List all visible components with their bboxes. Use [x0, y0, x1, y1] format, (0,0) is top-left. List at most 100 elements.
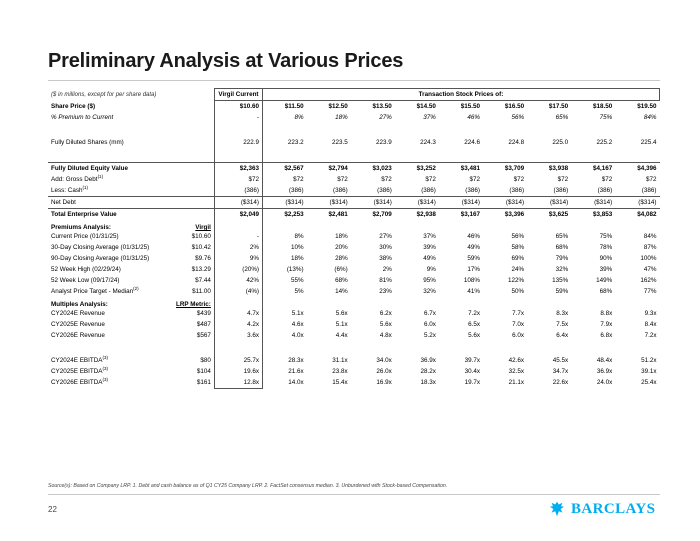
- reference-value: $10.42: [191, 244, 211, 251]
- spacer-cell: [483, 123, 527, 137]
- transaction-value: 23%: [379, 288, 392, 295]
- row-label: Share Price ($): [48, 101, 214, 113]
- table-row: CY2025E EBITDA(3) $104 19.6x 21.6x 23.8x 26.0…: [48, 366, 660, 377]
- transaction-value: ($314): [571, 196, 616, 209]
- transaction-value: 20%: [335, 244, 348, 251]
- transaction-value: ($314): [482, 196, 528, 209]
- section-side-heading: Virgil: [195, 224, 211, 231]
- transaction-value: 39%: [423, 244, 436, 251]
- spacer-cell: [527, 148, 571, 163]
- transaction-value: 5.6x: [335, 310, 348, 317]
- reference-value: $9.76: [195, 255, 211, 262]
- transaction-value: 162%: [640, 277, 657, 284]
- transaction-value: (386): [509, 187, 525, 194]
- reference-value: $7.44: [195, 277, 211, 284]
- transaction-value: 6.8x: [600, 332, 613, 339]
- header-spacer: [571, 297, 615, 308]
- transaction-value: 14%: [335, 288, 348, 295]
- transaction-value: 5%: [294, 288, 304, 295]
- transaction-value: 7.5x: [556, 321, 569, 328]
- header-spacer: [351, 297, 395, 308]
- analysis-table: ($ in millions, except for per share dat…: [48, 88, 660, 389]
- row-label: Fully Diluted Shares (mm): [48, 137, 214, 148]
- transaction-value: $3,252: [394, 162, 439, 174]
- transaction-value: 28.3x: [288, 357, 304, 364]
- spacer-cell: [395, 148, 439, 163]
- spacer-cell: [307, 148, 351, 163]
- current-value: 19.6x: [213, 366, 264, 377]
- eagle-icon: [549, 501, 565, 517]
- spacer-cell: [439, 341, 483, 355]
- row-label-text: 90-Day Closing Average (01/31/25): [51, 255, 150, 262]
- spacer-cell: [48, 341, 166, 355]
- transaction-value: $18.50: [593, 103, 613, 110]
- current-value: $72: [213, 174, 264, 185]
- current-value: -: [213, 112, 264, 123]
- transaction-value: 30%: [379, 244, 392, 251]
- transaction-prices-header: Transaction Stock Prices of:: [262, 88, 660, 101]
- transaction-value: $4,396: [615, 162, 660, 174]
- table-row: CY2024E EBITDA(3) $80 25.7x 28.3x 31.1x 34.0x…: [48, 355, 660, 366]
- transaction-value: (386): [288, 187, 304, 194]
- title-divider: [48, 80, 660, 81]
- row-label-text: Net Debt: [51, 199, 76, 206]
- header-spacer: [395, 297, 439, 308]
- transaction-value: (386): [333, 187, 348, 194]
- reference-value: $10.60: [191, 233, 211, 240]
- transaction-value: $72: [601, 176, 613, 183]
- transaction-value: $72: [557, 176, 569, 183]
- transaction-value: 9.3x: [644, 310, 657, 317]
- transaction-value: 95%: [423, 277, 436, 284]
- header-spacer: [527, 220, 571, 231]
- header-spacer: [307, 220, 351, 231]
- transaction-value: 34.0x: [376, 357, 392, 364]
- spacer-cell: [615, 123, 659, 137]
- row-label-text: Add: Gross Debt: [51, 176, 98, 183]
- transaction-value: 41%: [467, 288, 480, 295]
- header-spacer: [615, 220, 659, 231]
- transaction-value: $3,938: [527, 162, 572, 174]
- spacer-cell: [439, 123, 483, 137]
- transaction-value: $13.50: [372, 103, 392, 110]
- transaction-value: 75%: [599, 114, 613, 121]
- transaction-value: 21.1x: [508, 379, 525, 387]
- footer-divider: [48, 494, 660, 495]
- page-title: Preliminary Analysis at Various Prices: [48, 50, 404, 72]
- row-label-text: 52 Week High (02/29/24): [51, 266, 121, 273]
- transaction-value: $72: [425, 176, 436, 183]
- footnote-marker: (2): [133, 286, 139, 291]
- row-label: CY2026E Revenue: [48, 330, 166, 341]
- current-value: (386): [213, 185, 264, 197]
- footnote-marker: (3): [102, 377, 108, 383]
- header-spacer: [263, 297, 307, 308]
- transaction-value: $72: [381, 176, 392, 183]
- current-column-header: Virgil Current: [213, 88, 264, 101]
- spacer-cell: [263, 341, 307, 355]
- transaction-value: 39%: [599, 266, 613, 273]
- table-row: 90-Day Closing Average (01/31/25) $9.76 9%…: [48, 253, 660, 264]
- spacer-cell: [307, 341, 351, 355]
- transaction-value: 21.6x: [288, 368, 304, 375]
- transaction-value: 7.2x: [644, 332, 657, 339]
- transaction-value: $11.50: [284, 103, 304, 110]
- row-label: Total Enterprise Value: [48, 208, 215, 220]
- row-label: Fully Diluted Equity Value: [48, 162, 215, 174]
- source-note: Source(s): Based on Company LRP. 1. Debt…: [48, 483, 448, 489]
- transaction-value: 46%: [467, 114, 480, 121]
- transaction-value: $72: [293, 176, 304, 183]
- transaction-value: 122%: [507, 277, 525, 284]
- row-label: 52 Week Low (09/17/24): [48, 275, 166, 286]
- transaction-value: 8.8x: [600, 310, 613, 317]
- row-label-text: 30-Day Closing Average (01/31/25): [51, 244, 150, 251]
- transaction-value: 34.7x: [552, 368, 569, 375]
- transaction-value: $4,167: [571, 162, 616, 174]
- transaction-value: 36.9x: [596, 368, 613, 375]
- transaction-value: 19.7x: [464, 379, 480, 387]
- transaction-value: (386): [597, 187, 613, 194]
- footnote-marker: (1): [97, 174, 104, 179]
- transaction-value: 5.6x: [468, 332, 480, 339]
- table-row: Fully Diluted Equity Value $2,363 $2,567 $2…: [48, 162, 660, 174]
- transaction-value: 78%: [599, 244, 613, 251]
- transaction-value: (386): [553, 187, 569, 194]
- current-column-spacer: [213, 220, 264, 231]
